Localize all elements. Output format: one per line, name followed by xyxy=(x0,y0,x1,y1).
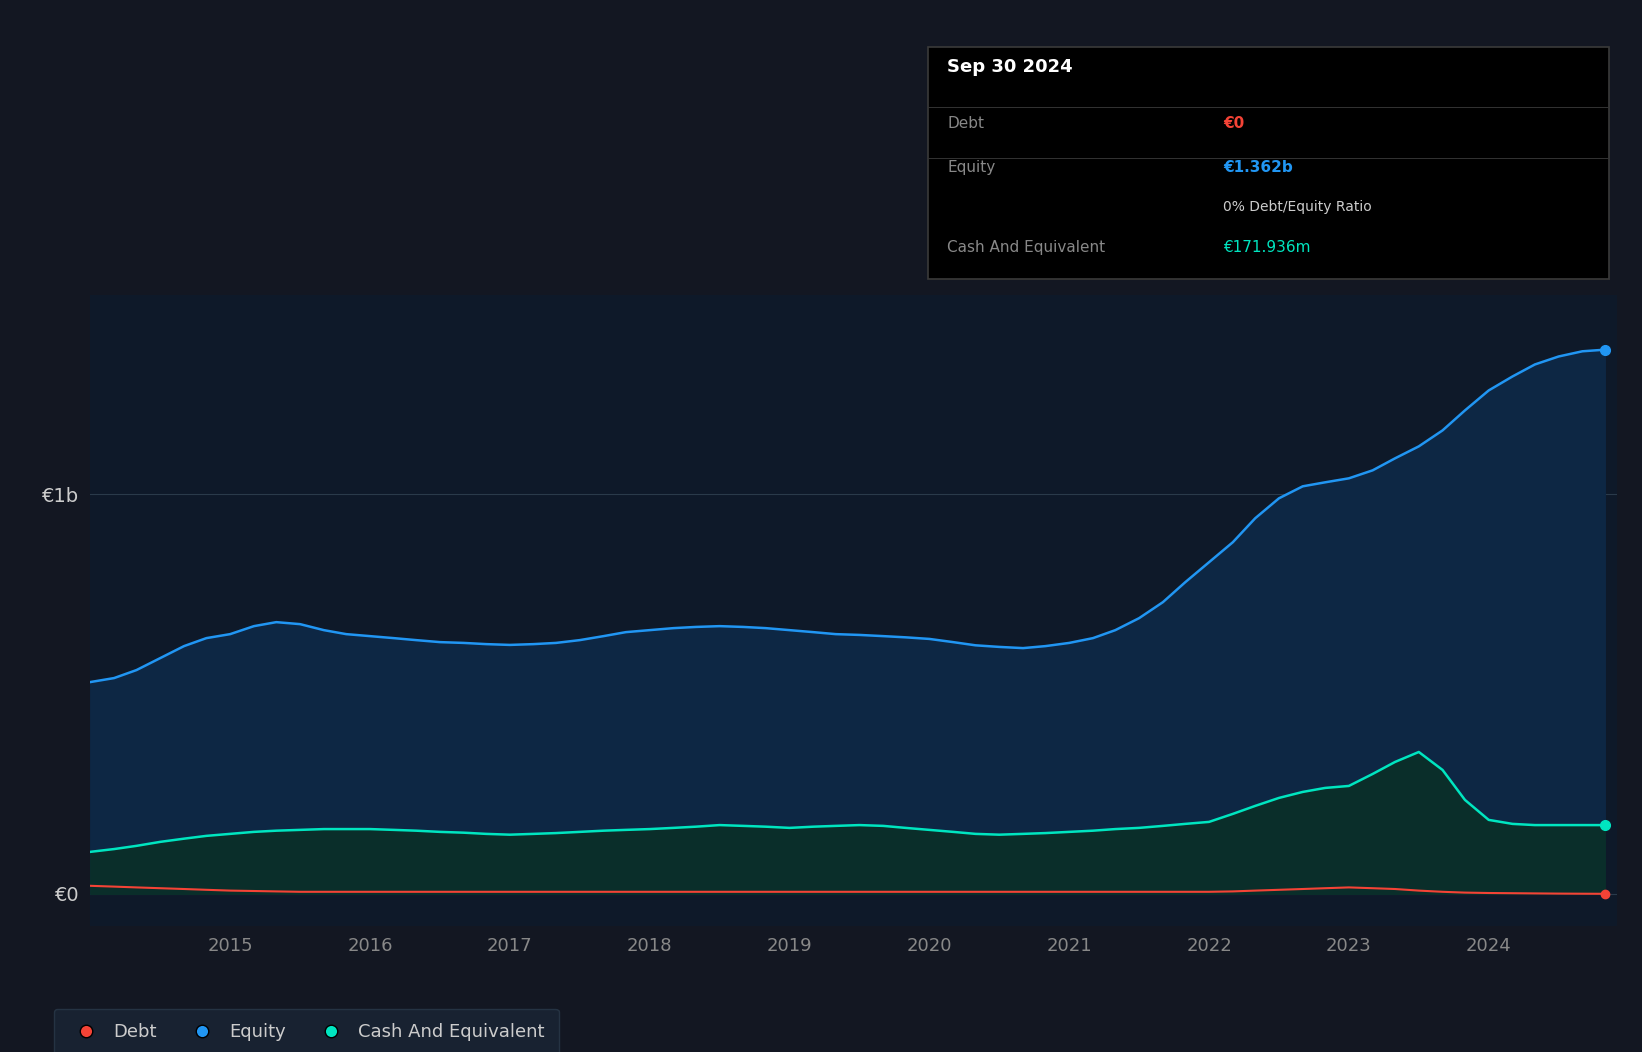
Text: €0: €0 xyxy=(1223,116,1245,130)
Text: 0% Debt/Equity Ratio: 0% Debt/Equity Ratio xyxy=(1223,200,1373,214)
Legend: Debt, Equity, Cash And Equivalent: Debt, Equity, Cash And Equivalent xyxy=(54,1009,558,1052)
Text: Sep 30 2024: Sep 30 2024 xyxy=(947,58,1074,76)
Text: €171.936m: €171.936m xyxy=(1223,240,1310,255)
Text: Cash And Equivalent: Cash And Equivalent xyxy=(947,240,1105,255)
Text: Equity: Equity xyxy=(947,160,995,175)
Text: Debt: Debt xyxy=(947,116,985,130)
Text: €1.362b: €1.362b xyxy=(1223,160,1292,175)
